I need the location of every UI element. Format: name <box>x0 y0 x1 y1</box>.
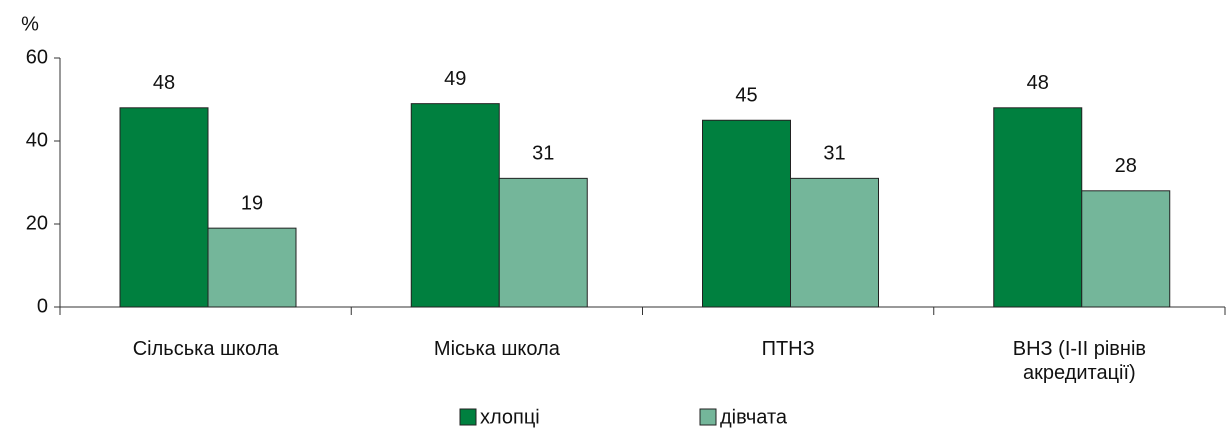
bar <box>498 177 588 308</box>
value-label: 48 <box>1027 72 1049 94</box>
bar <box>207 227 297 308</box>
bar <box>790 177 879 308</box>
bar <box>119 107 209 308</box>
y-tick-label: 40 <box>26 129 48 151</box>
legend-swatch <box>459 408 477 426</box>
legend-swatch <box>699 408 717 426</box>
value-label: 45 <box>735 85 757 107</box>
value-label: 31 <box>823 143 845 165</box>
bar <box>702 119 791 308</box>
value-label: 49 <box>444 68 466 90</box>
y-tick-label: 0 <box>37 295 48 317</box>
x-tick-label: Сільська школа <box>132 338 279 360</box>
bar <box>1081 190 1171 308</box>
value-label: 28 <box>1115 155 1137 177</box>
y-axis-label: % <box>21 13 39 35</box>
value-label: 19 <box>241 192 263 214</box>
value-label: 31 <box>532 143 554 165</box>
x-tick-label: ВНЗ (І-ІІ рівнів акредитації) <box>1012 338 1147 384</box>
legend-label: дівчата <box>720 406 788 428</box>
x-tick-label: ПТНЗ <box>761 338 815 360</box>
x-tick-label: Міська школа <box>433 338 560 360</box>
bar <box>410 103 500 308</box>
y-tick-label: 20 <box>26 212 48 234</box>
value-label: 48 <box>153 72 175 94</box>
bar <box>993 107 1083 308</box>
legend-label: хлопці <box>480 406 540 428</box>
y-tick-label: 60 <box>26 46 48 68</box>
